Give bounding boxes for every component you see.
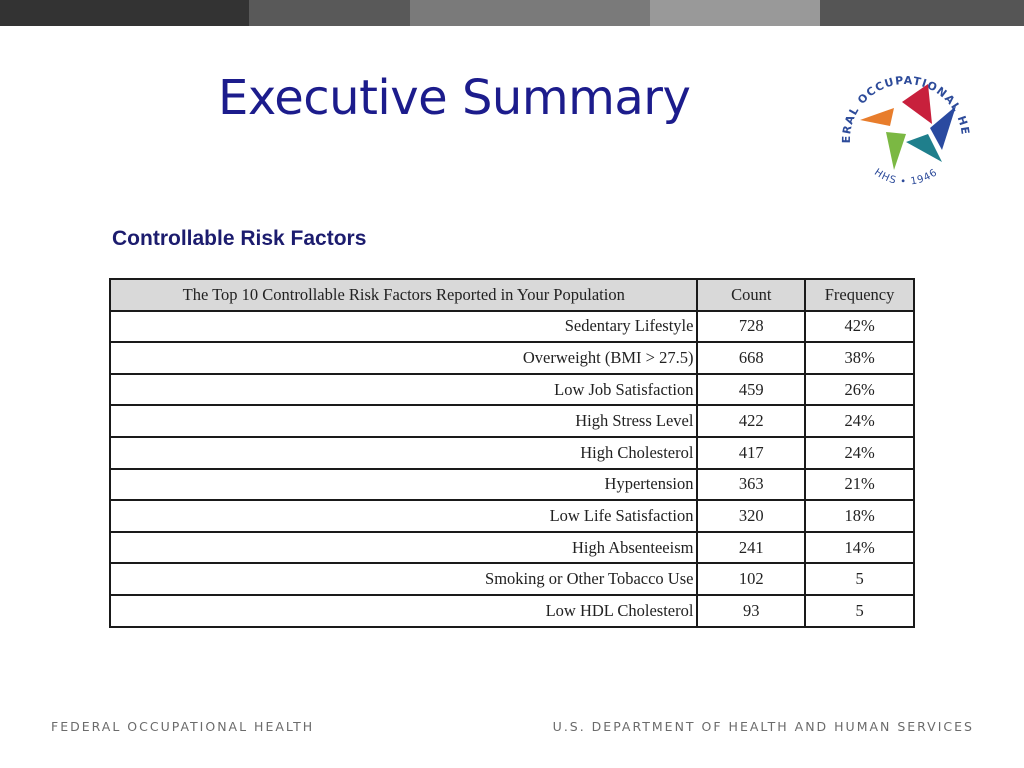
table-header-row: The Top 10 Controllable Risk Factors Rep… [108,278,915,312]
frequency-cell: 38% [804,341,915,375]
factor-cell: Smoking or Other Tobacco Use [108,562,699,596]
header-count: Count [696,278,807,312]
table-row: High Absenteeism 241 14% [108,530,915,565]
footer-right-text: U.S. DEPARTMENT OF HEALTH AND HUMAN SERV… [552,719,974,734]
count-cell: 422 [696,404,807,438]
table-row: Low Life Satisfaction 320 18% [108,499,915,533]
logo-ring-text: FEDERAL OCCUPATIONAL HEALTH [832,62,972,143]
header-factor: The Top 10 Controllable Risk Factors Rep… [108,278,699,312]
count-cell: 320 [696,499,807,533]
footer-left-text: FEDERAL OCCUPATIONAL HEALTH [51,719,315,734]
table-row: Smoking or Other Tobacco Use 102 5 [108,562,915,596]
count-cell: 241 [696,530,807,565]
factor-cell: High Stress Level [108,404,699,438]
header-frequency: Frequency [804,278,915,312]
top-bar-segment [249,0,410,26]
factor-cell: High Absenteeism [108,530,699,565]
top-bar-segment [0,0,249,26]
frequency-cell: 14% [804,530,915,565]
logo-green-shape [886,132,906,170]
logo-bottom-text: HHS • 1946 [872,167,940,188]
count-cell: 459 [696,372,807,407]
factor-cell: Overweight (BMI > 27.5) [108,341,699,375]
count-cell: 363 [696,467,807,502]
section-subtitle: Controllable Risk Factors [112,227,367,250]
frequency-cell: 5 [804,562,915,596]
logo-orange-shape [860,108,894,126]
table-row: Sedentary Lifestyle 728 42% [108,309,915,344]
logo-teal-shape [906,134,942,162]
top-bar-segment [820,0,1024,26]
table-row: Hypertension 363 21% [108,467,915,502]
count-cell: 102 [696,562,807,596]
frequency-cell: 42% [804,309,915,344]
logo-red-shape [902,84,932,124]
top-bar-segment [410,0,650,26]
frequency-cell: 24% [804,435,915,470]
frequency-cell: 26% [804,372,915,407]
count-cell: 93 [696,593,807,628]
slide-title: Executive Summary [218,70,691,126]
frequency-cell: 18% [804,499,915,533]
count-cell: 728 [696,309,807,344]
risk-factors-table: The Top 10 Controllable Risk Factors Rep… [108,278,915,628]
frequency-cell: 24% [804,404,915,438]
foh-logo: FEDERAL OCCUPATIONAL HEALTH HHS • 1946 [832,62,972,188]
frequency-cell: 5 [804,593,915,628]
table-row: Low Job Satisfaction 459 26% [108,372,915,407]
table-row: Overweight (BMI > 27.5) 668 38% [108,341,915,375]
count-cell: 668 [696,341,807,375]
factor-cell: Low HDL Cholesterol [108,593,699,628]
factor-cell: Low Job Satisfaction [108,372,699,407]
factor-cell: Hypertension [108,467,699,502]
table-row: High Stress Level 422 24% [108,404,915,438]
logo-blue-shape [930,106,956,150]
table-row: Low HDL Cholesterol 93 5 [108,593,915,628]
count-cell: 417 [696,435,807,470]
top-color-bar [0,0,1024,26]
factor-cell: High Cholesterol [108,435,699,470]
table-row: High Cholesterol 417 24% [108,435,915,470]
factor-cell: Low Life Satisfaction [108,499,699,533]
factor-cell: Sedentary Lifestyle [108,309,699,344]
frequency-cell: 21% [804,467,915,502]
top-bar-segment [650,0,820,26]
